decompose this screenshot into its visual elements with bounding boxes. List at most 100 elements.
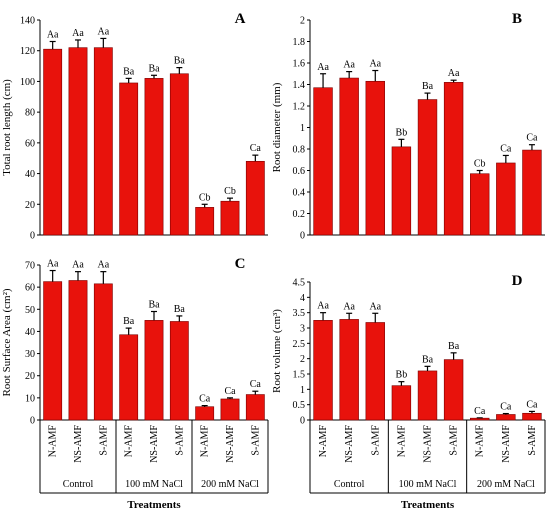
- y-tick-label: 4.5: [293, 278, 306, 289]
- group-label: Control: [334, 479, 365, 490]
- bar: [496, 162, 516, 236]
- bar: [470, 173, 490, 236]
- bar: [443, 359, 464, 421]
- bar: [169, 73, 189, 236]
- significance-label: Aa: [343, 60, 355, 71]
- bar: [119, 334, 139, 421]
- y-tick-label: 3.5: [293, 308, 306, 319]
- bar: [443, 82, 464, 236]
- bar: [195, 406, 215, 421]
- y-tick-label: 1.4: [293, 80, 306, 91]
- y-axis-title: Root volume (cm³): [271, 309, 283, 393]
- bar: [365, 322, 385, 421]
- significance-label: Ba: [422, 354, 434, 365]
- significance-label: Ba: [448, 341, 460, 352]
- y-tick-label: 30: [25, 349, 35, 360]
- y-tick-label: 20: [25, 371, 35, 382]
- panel-letter: C: [235, 256, 246, 272]
- significance-label: Aa: [317, 301, 329, 312]
- significance-label: Ba: [123, 316, 135, 327]
- x-tick-label: NS-AMF: [73, 425, 84, 463]
- bar: [220, 200, 240, 236]
- y-tick-label: 1.5: [293, 370, 306, 381]
- panel-c: 0 10 20 30 40 50 60 70 Root Surface Area (cm²) C A…: [1, 256, 269, 511]
- bar: [43, 281, 63, 421]
- bar: [93, 283, 113, 421]
- bar: [169, 321, 189, 421]
- bar: [93, 47, 113, 236]
- group-label: 100 mM NaCl: [125, 479, 183, 490]
- y-tick-label: 40: [25, 169, 35, 180]
- bar: [220, 398, 240, 421]
- group-label: 200 mM NaCl: [477, 479, 535, 490]
- x-axis-title: Treatments: [401, 499, 455, 511]
- y-tick-label: 50: [25, 305, 35, 316]
- significance-label: Ba: [174, 56, 186, 67]
- group-label: Control: [63, 479, 94, 490]
- y-tick-label: 120: [20, 46, 35, 57]
- significance-label: Ba: [422, 81, 434, 92]
- bar: [391, 385, 412, 421]
- significance-label: Bb: [396, 370, 408, 381]
- significance-label: Aa: [47, 259, 59, 270]
- significance-label: Aa: [369, 301, 381, 312]
- bar: [522, 412, 542, 421]
- y-tick-label: 0.8: [293, 145, 306, 156]
- significance-label: Ca: [224, 386, 236, 397]
- bar: [339, 77, 359, 236]
- x-tick-label: N-AMF: [475, 425, 486, 458]
- bar: [417, 99, 438, 236]
- y-tick-label: 0: [30, 231, 35, 242]
- significance-label: Ba: [148, 300, 160, 311]
- y-axis-title: Total root length (cm): [1, 79, 13, 176]
- y-tick-label: 1: [300, 123, 305, 134]
- significance-label: Aa: [97, 26, 109, 37]
- significance-label: Aa: [72, 28, 84, 39]
- bar: [339, 319, 359, 421]
- x-tick-label: N-AMF: [396, 425, 407, 458]
- significance-label: Ba: [123, 66, 135, 77]
- x-tick-label: N-AMF: [318, 425, 329, 458]
- bar: [43, 48, 63, 236]
- y-tick-label: 100: [20, 77, 35, 88]
- significance-label: Aa: [317, 62, 329, 73]
- y-tick-label: 1.6: [293, 59, 306, 70]
- bar: [195, 207, 215, 236]
- bar: [144, 320, 164, 421]
- significance-label: Ba: [174, 304, 186, 315]
- bar: [68, 280, 88, 421]
- x-tick-label: S-AMF: [527, 425, 538, 456]
- significance-label: Aa: [448, 68, 460, 79]
- y-tick-label: 40: [25, 327, 35, 338]
- y-tick-label: 2.5: [293, 339, 306, 350]
- y-axis-title: Root Surface Area (cm²): [1, 288, 13, 396]
- y-tick-label: 1.2: [293, 102, 306, 113]
- bar: [245, 160, 265, 236]
- significance-label: Ca: [526, 133, 538, 144]
- significance-label: Aa: [343, 301, 355, 312]
- panel-letter: A: [235, 11, 246, 27]
- bar: [245, 394, 265, 421]
- y-tick-label: 20: [25, 200, 35, 211]
- y-tick-label: 140: [20, 16, 35, 27]
- bar: [365, 80, 385, 236]
- significance-label: Ca: [500, 402, 512, 413]
- significance-label: Ca: [474, 406, 486, 417]
- x-tick-label: N-AMF: [200, 425, 211, 458]
- y-tick-label: 0.6: [293, 166, 306, 177]
- bar: [496, 414, 516, 421]
- y-tick-label: 1: [300, 385, 305, 396]
- significance-label: Aa: [97, 260, 109, 271]
- y-tick-label: 4: [300, 293, 305, 304]
- y-tick-label: 60: [25, 138, 35, 149]
- x-tick-label: NS-AMF: [225, 425, 236, 463]
- y-tick-label: 2: [300, 16, 305, 27]
- bar: [313, 87, 333, 236]
- y-tick-label: 2: [300, 354, 305, 365]
- y-tick-label: 60: [25, 283, 35, 294]
- significance-label: Aa: [47, 30, 59, 41]
- significance-label: Aa: [72, 260, 84, 271]
- y-tick-label: 3: [300, 324, 305, 335]
- panel-a: 0 20 40 60 80 100 120 140 Total root length (cm)…: [1, 11, 268, 242]
- y-tick-label: 0.4: [293, 188, 306, 199]
